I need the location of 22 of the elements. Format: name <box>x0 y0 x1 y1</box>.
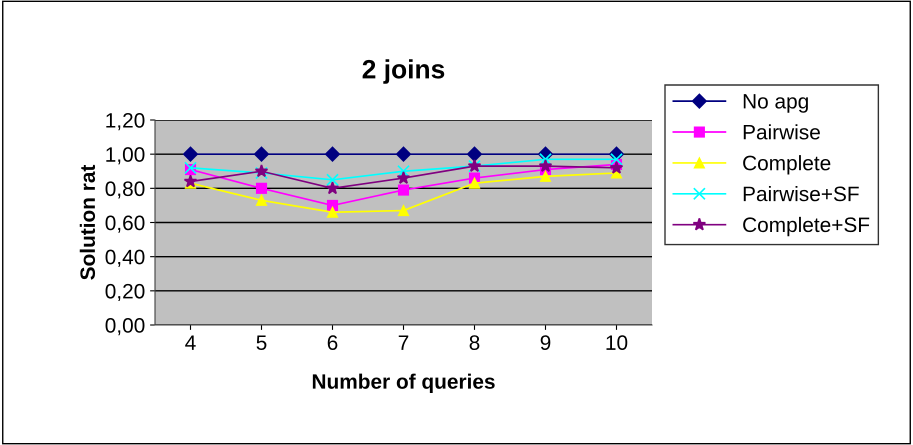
legend-label: Complete <box>743 155 830 175</box>
legend-label: Pairwise <box>744 124 820 140</box>
x-axis-title: Number of queries <box>312 374 495 394</box>
x-tick-label: 10 <box>606 335 628 350</box>
x-tick-label: 6 <box>328 335 338 350</box>
y-axis-title: Solution rat <box>80 164 96 280</box>
y-tick-label: 0,00 <box>106 318 144 336</box>
y-tick-label: 0,80 <box>106 181 144 199</box>
y-tick-label: 0,40 <box>106 250 144 267</box>
legend-label: No apg <box>744 94 808 113</box>
legend-label: Pairwise+SF <box>744 186 859 202</box>
y-tick-label: 1,20 <box>106 113 144 130</box>
chart-title: 2 joins <box>362 59 444 84</box>
x-tick-label: 8 <box>470 335 480 350</box>
y-tick-label: 0,20 <box>106 284 144 302</box>
y-tick-label: 1,00 <box>106 147 144 164</box>
legend-label: Complete+SF <box>743 216 870 236</box>
x-tick-label: 9 <box>540 335 550 350</box>
x-tick-label: 7 <box>398 335 408 350</box>
x-tick-label: 4 <box>185 335 196 350</box>
x-tick-label: 5 <box>256 335 266 350</box>
y-tick-label: 0,60 <box>106 216 144 233</box>
